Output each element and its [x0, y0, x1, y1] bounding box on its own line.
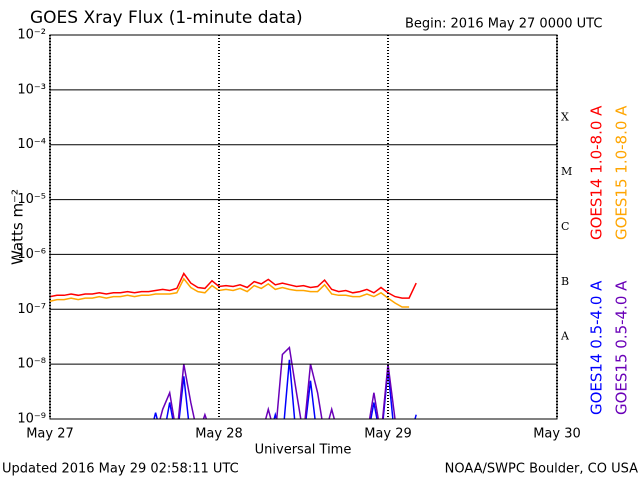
y-tick-label: 10⁻⁶: [17, 247, 46, 262]
legend-entry: GOES15 1.0-8.0 A: [613, 105, 631, 240]
y-tick-label: 10⁻⁹: [17, 412, 46, 427]
x-tick-label: May 29: [364, 427, 412, 442]
y-axis-label: Watts m⁻²: [9, 189, 27, 265]
plot-frame: [49, 34, 558, 420]
series-line: [50, 272, 417, 299]
series-line: [50, 277, 410, 308]
legend-entry: GOES15 0.5-4.0 A: [613, 280, 631, 415]
updated-note: Updated 2016 May 29 02:58:11 UTC: [2, 462, 239, 477]
chart-title: GOES Xray Flux (1-minute data): [30, 8, 303, 28]
legend-entry: GOES14 1.0-8.0 A: [588, 105, 606, 240]
chart-subtitle: Begin: 2016 May 27 0000 UTC: [405, 17, 602, 32]
flare-class: C: [561, 220, 569, 233]
x-tick-label: May 28: [195, 427, 243, 442]
legend-entry: GOES14 0.5-4.0 A: [588, 280, 606, 415]
flare-class: X: [561, 110, 569, 123]
y-tick-label: 10⁻⁴: [17, 137, 46, 152]
flare-class: M: [561, 165, 572, 178]
y-tick-label: 10⁻⁵: [17, 192, 46, 207]
flare-class: A: [560, 330, 570, 343]
x-tick-label: May 30: [533, 427, 581, 442]
series-line: [159, 346, 396, 419]
flare-class: B: [561, 275, 569, 288]
y-tick-label: 10⁻²: [17, 28, 46, 43]
y-tick-label: 10⁻⁸: [17, 357, 46, 372]
y-tick-label: 10⁻³: [17, 82, 46, 97]
y-tick-label: 10⁻⁷: [17, 302, 46, 317]
series-layer: [50, 272, 417, 419]
credit-note: NOAA/SWPC Boulder, CO USA: [445, 462, 638, 477]
x-tick-label: May 27: [26, 427, 74, 442]
x-axis-label: Universal Time: [255, 443, 352, 458]
